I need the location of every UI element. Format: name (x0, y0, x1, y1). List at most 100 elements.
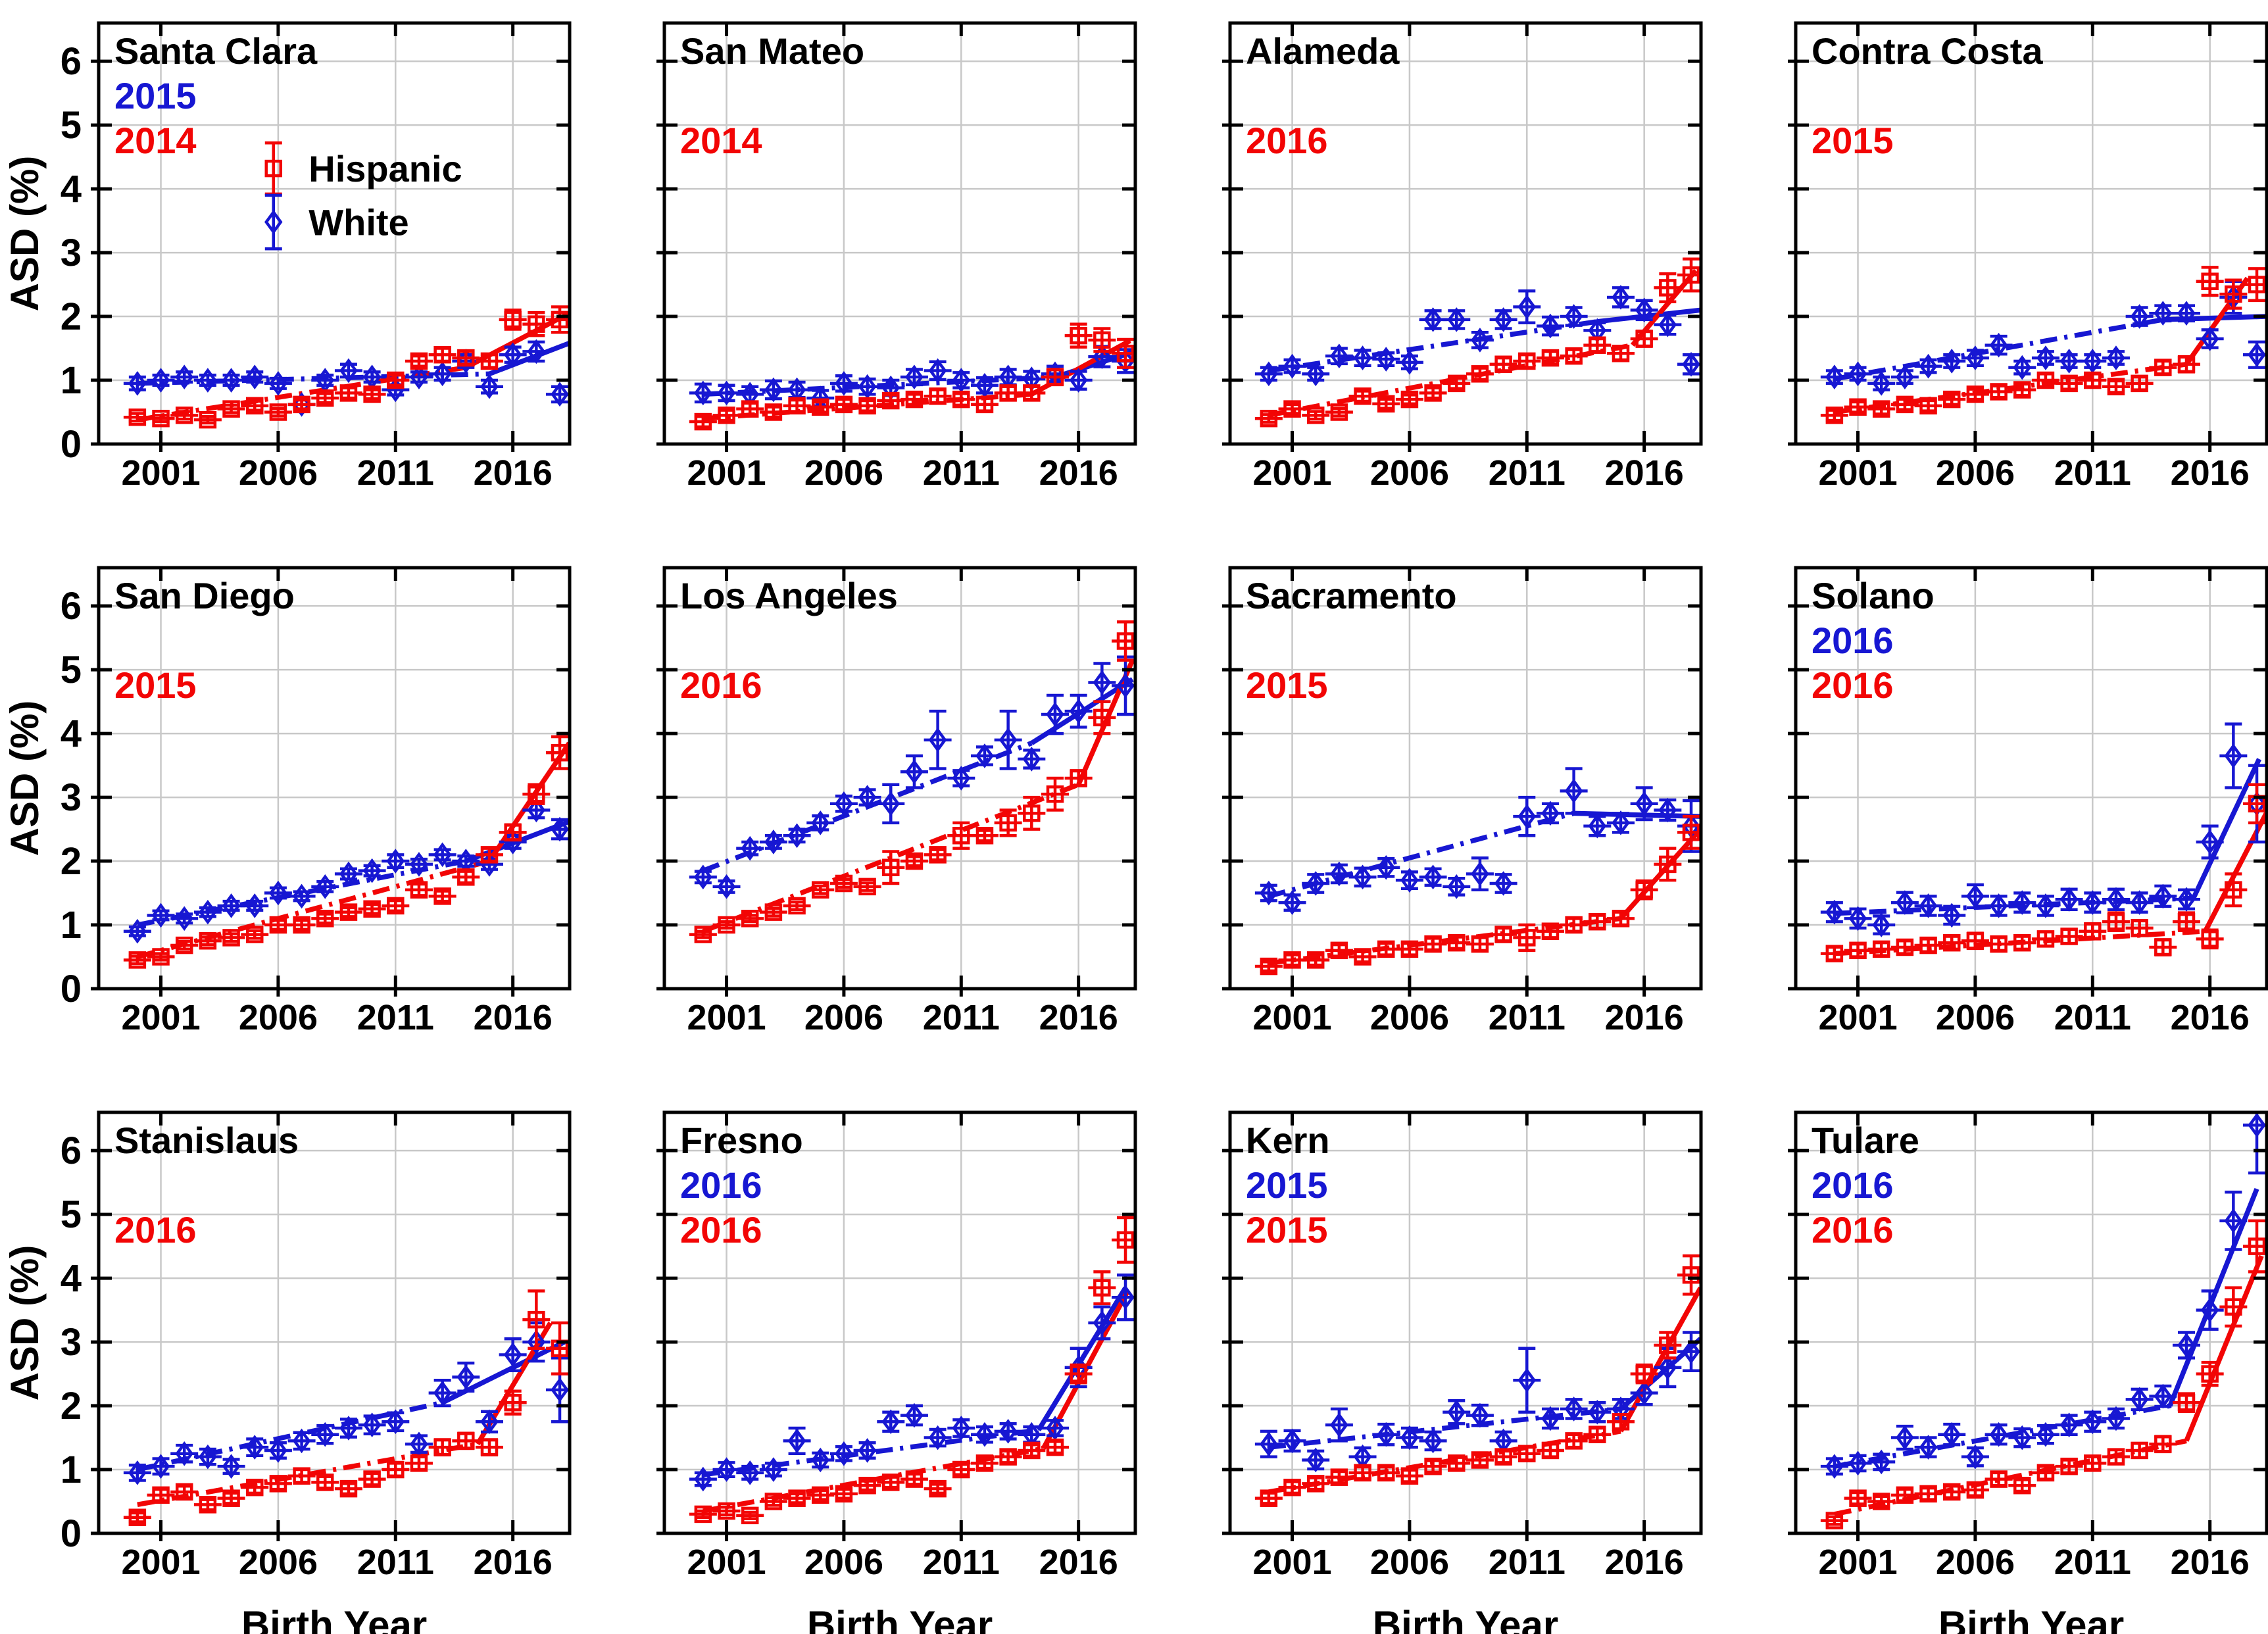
white-diamond-marker (2154, 301, 2173, 326)
data-point (1442, 874, 1471, 899)
data-point (806, 1447, 835, 1473)
hispanic-square-marker (1682, 824, 1700, 841)
hispanic-square-marker (905, 1470, 924, 1488)
data-point (1112, 337, 1135, 369)
data-point (1466, 365, 1494, 383)
hispanic-changepoint-label: 2015 (1246, 664, 1328, 706)
data-point (2008, 933, 2036, 952)
hispanic-square-marker (528, 315, 545, 333)
data-point (994, 1448, 1022, 1466)
data-point (1513, 923, 1541, 953)
hispanic-square-marker (245, 1478, 264, 1497)
hispanic-square-marker (2084, 1454, 2102, 1472)
data-point (877, 1409, 905, 1435)
y-tick-label: 3 (61, 232, 82, 274)
hispanic-square-marker (1659, 279, 1677, 297)
hispanic-square-marker (175, 936, 193, 954)
data-point (1938, 1483, 1966, 1501)
hispanic-square-marker (694, 412, 712, 431)
hispanic-square-marker (858, 397, 876, 415)
hispanic-square-marker (2013, 933, 2031, 952)
white-diamond-marker (1825, 364, 1844, 389)
white-diamond-marker (199, 1444, 217, 1470)
data-point (1466, 1451, 1494, 1469)
data-point (2243, 1112, 2267, 1175)
data-point (1867, 371, 1896, 396)
data-point (1302, 1447, 1330, 1473)
data-point (2031, 371, 2059, 389)
data-point (994, 808, 1022, 837)
hispanic-square-marker (1400, 390, 1419, 408)
white-diamond-marker (1635, 297, 1654, 323)
data-point (546, 305, 570, 334)
hispanic-square-marker (433, 887, 451, 905)
white-series (123, 797, 570, 944)
white-diamond-marker (2154, 883, 2173, 909)
white-diamond-marker (199, 899, 217, 925)
data-point (311, 910, 339, 928)
data-point (900, 754, 928, 789)
white-series (1254, 767, 1701, 915)
axis-ticks (656, 23, 1135, 452)
plot-area (1254, 1254, 1701, 1507)
white-diamond-marker (1942, 349, 1961, 374)
data-point (1302, 871, 1330, 896)
data-point (1867, 940, 1896, 958)
x-tick-label: 2001 (1818, 1543, 1897, 1582)
data-point (170, 906, 199, 931)
white-diamond-marker (1447, 874, 1466, 899)
white-diamond-marker (764, 1457, 783, 1482)
hispanic-square-marker (1448, 1454, 1466, 1472)
data-point (853, 1477, 881, 1495)
hispanic-square-marker (2201, 1365, 2219, 1383)
white-diamond-marker (1377, 854, 1396, 880)
data-point (1867, 912, 1896, 937)
data-point (1890, 890, 1919, 915)
data-point (1513, 352, 1541, 370)
white-diamond-marker (175, 906, 194, 931)
data-point (2079, 1409, 2107, 1435)
data-point (2125, 918, 2154, 937)
white-diamond-marker (2200, 829, 2219, 854)
white-diamond-marker (1494, 307, 1513, 332)
hispanic-square-marker (2154, 1435, 2172, 1453)
hispanic-square-marker (504, 310, 522, 329)
data-point (217, 400, 245, 418)
white-diamond-marker (2130, 304, 2149, 329)
data-point (311, 389, 339, 407)
legend-label-white: White (308, 202, 408, 243)
hispanic-square-marker (1541, 1441, 1560, 1460)
white-diamond-marker (1966, 883, 1985, 909)
hispanic-square-marker (1849, 398, 1867, 416)
data-point (1372, 1464, 1400, 1482)
data-point (2079, 890, 2107, 915)
data-point (287, 916, 316, 934)
white-fit-line-post (1036, 1286, 1128, 1431)
x-tick-label: 2006 (239, 998, 318, 1037)
white-diamond-marker (2083, 349, 2102, 374)
white-diamond-marker (1116, 349, 1135, 374)
data-point (1325, 941, 1353, 960)
white-diamond-marker (480, 1409, 499, 1435)
data-point (1325, 343, 1353, 368)
white-diamond-marker (292, 1428, 311, 1454)
axis-ticks (91, 568, 570, 997)
data-point (499, 342, 527, 368)
hispanic-square-marker (2248, 1237, 2266, 1255)
white-diamond-marker (433, 1380, 452, 1406)
hispanic-square-marker (1306, 951, 1325, 969)
white-diamond-marker (2107, 345, 2125, 370)
data-point (2055, 349, 2083, 374)
data-point (1278, 951, 1306, 969)
hispanic-square-marker (480, 352, 499, 370)
y-tick-label: 1 (61, 1448, 82, 1491)
panel-san-mateo: 2001 2006 2011 2016 San Mateo 2014 (656, 21, 1137, 493)
hispanic-square-marker (1046, 368, 1064, 386)
white-diamond-marker (1564, 1397, 1583, 1422)
white-diamond-marker (694, 864, 712, 890)
panel-frame (1794, 21, 2268, 446)
data-point (947, 368, 975, 393)
data-point (217, 893, 245, 918)
data-point (1348, 948, 1377, 966)
